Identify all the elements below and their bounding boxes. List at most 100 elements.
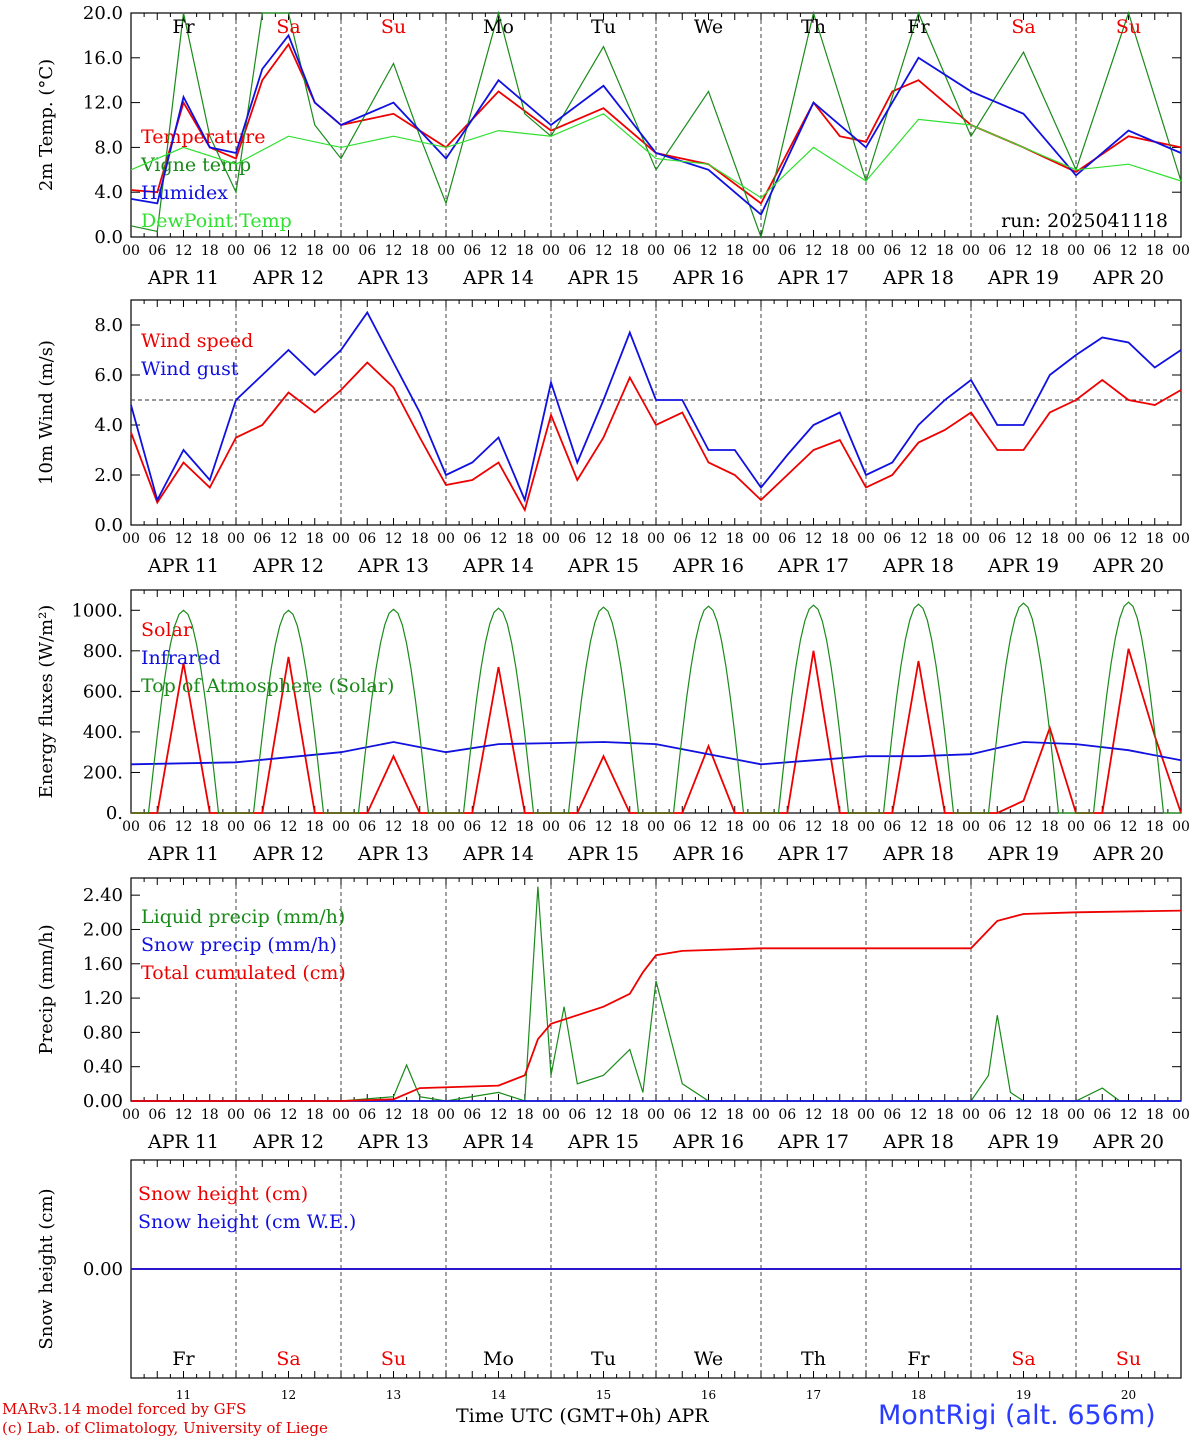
panel3-hour-tick-label: 00: [542, 819, 560, 835]
panel4-date-label: APR 17: [777, 1131, 849, 1153]
bottom-day-number: 11: [176, 1388, 191, 1402]
panel1-hour-tick-label: 06: [358, 243, 376, 259]
panel1-hour-tick-label: 06: [883, 243, 901, 259]
panel3-hour-tick-label: 18: [1041, 819, 1059, 835]
panel2-y-axis-label: 10m Wind (m/s): [36, 340, 57, 485]
panel3-y-tick-label: 800.: [83, 641, 123, 662]
panel3-hour-tick-label: 12: [490, 819, 508, 835]
panel4-y-axis-label: Precip (mm/h): [36, 924, 57, 1054]
panel1-series-line: [130, 10, 1182, 240]
panel2-hour-tick-label: 12: [805, 531, 823, 547]
panel2-hour-tick-label: 18: [936, 531, 954, 547]
panel2-hour-tick-label: 18: [831, 531, 849, 547]
panel3-hour-tick-label: 06: [673, 819, 691, 835]
panel4-hour-tick-label: 12: [1120, 1107, 1138, 1123]
bottom-day-number: 13: [386, 1388, 401, 1402]
panel1-hour-tick-label: 06: [568, 243, 586, 259]
panel2-hour-tick-label: 00: [1172, 531, 1190, 547]
panel4-date-label: APR 19: [987, 1131, 1059, 1153]
panel4-hour-tick-label: 06: [1093, 1107, 1111, 1123]
panel3-legend-entry: Infrared: [141, 647, 221, 669]
panel3-hour-tick-label: 18: [621, 819, 639, 835]
panel2-hour-tick-label: 12: [280, 531, 298, 547]
panel1-hour-tick-label: 00: [542, 243, 560, 259]
bottom-day-number: 14: [491, 1388, 507, 1402]
panel2-hour-tick-label: 18: [726, 531, 744, 547]
panel2-date-label: APR 12: [252, 555, 324, 577]
panel1-y-tick-label: 16.0: [83, 48, 123, 69]
panel4-hour-tick-label: 06: [463, 1107, 481, 1123]
panel3-legend-entry: Solar: [141, 619, 193, 641]
bottom-day-number: 17: [806, 1388, 821, 1402]
panel4-hour-tick-label: 06: [568, 1107, 586, 1123]
panel4-y-tick-label: 2.40: [83, 885, 123, 906]
panel3-hour-tick-label: 12: [700, 819, 718, 835]
bottom-day-number: 15: [596, 1388, 611, 1402]
panel2-date-label: APR 16: [672, 555, 744, 577]
station-label: MontRigi (alt. 656m): [878, 1400, 1156, 1431]
panel4-hour-tick-label: 06: [778, 1107, 796, 1123]
panel4-hour-tick-label: 12: [910, 1107, 928, 1123]
lab-credit: (c) Lab. of Climatology, University of L…: [2, 1419, 328, 1437]
panel1-y-tick-label: 8.0: [94, 137, 123, 158]
panel3-hour-tick-label: 06: [1093, 819, 1111, 835]
panel1-hour-tick-label: 00: [437, 243, 455, 259]
panel2-hour-tick-label: 06: [883, 531, 901, 547]
panel4-hour-tick-label: 06: [358, 1107, 376, 1123]
panel3-hour-tick-label: 06: [568, 819, 586, 835]
panel1-date-label: APR 18: [882, 267, 954, 289]
panel1-hour-tick-label: 06: [673, 243, 691, 259]
panel2-hour-tick-label: 06: [463, 531, 481, 547]
panel4-date-label: APR 11: [147, 1131, 219, 1153]
panel2-hour-tick-label: 18: [1146, 531, 1164, 547]
panel1-legend-entry: DewPoint Temp: [141, 210, 292, 232]
bottom-day-label: We: [694, 1348, 723, 1370]
panel1-legend-entry: Vigne temp: [140, 154, 251, 176]
panel2-hour-tick-label: 18: [516, 531, 534, 547]
panel2-date-label: APR 20: [1092, 555, 1164, 577]
panel2-date-label: APR 15: [567, 555, 639, 577]
bottom-day-number: 20: [1121, 1388, 1136, 1402]
panel4-hour-tick-label: 18: [936, 1107, 954, 1123]
panel4-hour-tick-label: 06: [988, 1107, 1006, 1123]
panel2-hour-tick-label: 00: [437, 531, 455, 547]
bottom-day-number: 12: [281, 1388, 296, 1402]
panel3-hour-tick-label: 06: [988, 819, 1006, 835]
panel1-date-label: APR 11: [147, 267, 219, 289]
panel2-series-line: [130, 310, 1182, 503]
panel3-hour-tick-label: 00: [122, 819, 140, 835]
panel3-hour-tick-label: 18: [936, 819, 954, 835]
panel1-hour-tick-label: 18: [936, 243, 954, 259]
panel1-date-label: APR 15: [567, 267, 639, 289]
panel1-series-line: [130, 113, 1182, 199]
panel4-hour-tick-label: 06: [148, 1107, 166, 1123]
panel1-hour-tick-label: 12: [805, 243, 823, 259]
panel1-legend-entry: Temperature: [141, 126, 265, 148]
panel3-hour-tick-label: 00: [437, 819, 455, 835]
panel2-hour-tick-label: 12: [175, 531, 193, 547]
panel3-y-axis-label: Energy fluxes (W/m²): [36, 605, 57, 799]
panel3-hour-tick-label: 12: [595, 819, 613, 835]
panel3-date-label: APR 19: [987, 843, 1059, 865]
panel5-y-axis-label: Snow height (cm): [36, 1188, 57, 1349]
panel4-y-tick-label: 0.00: [83, 1091, 123, 1112]
bottom-day-label: Sa: [276, 1348, 300, 1370]
panel2-hour-tick-label: 06: [1093, 531, 1111, 547]
top-day-label: Su: [1116, 16, 1141, 38]
panel4-date-label: APR 15: [567, 1131, 639, 1153]
panel3-hour-tick-label: 18: [831, 819, 849, 835]
panel4-hour-tick-label: 00: [227, 1107, 245, 1123]
panel4-y-tick-label: 0.40: [83, 1057, 123, 1078]
panel3-legend-entry: Top of Atmosphere (Solar): [141, 675, 394, 697]
panel3-y-tick-label: 1000.: [71, 600, 123, 621]
panel1-hour-tick-label: 06: [148, 243, 166, 259]
panel4-hour-tick-label: 18: [201, 1107, 219, 1123]
panel1-run-label: run: 2025041118: [1001, 210, 1168, 232]
bottom-day-number: 18: [911, 1388, 926, 1402]
panel4-hour-tick-label: 18: [1146, 1107, 1164, 1123]
panel1-hour-tick-label: 12: [1015, 243, 1033, 259]
panel3-date-label: APR 15: [567, 843, 639, 865]
panel4-hour-tick-label: 12: [385, 1107, 403, 1123]
panel3-hour-tick-label: 12: [280, 819, 298, 835]
panel2-hour-tick-label: 12: [1120, 531, 1138, 547]
